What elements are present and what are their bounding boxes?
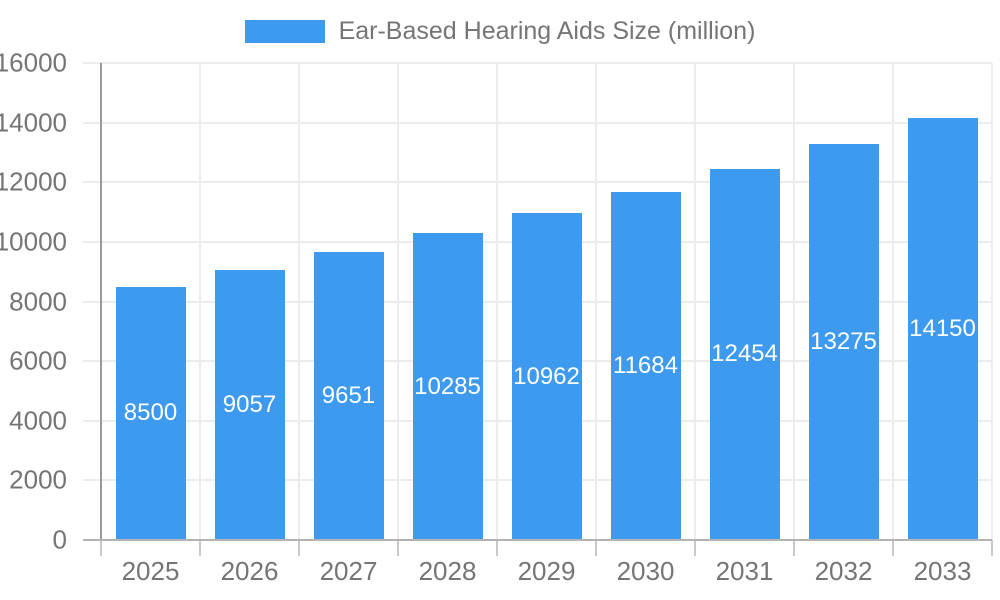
y-tick-label: 14000 — [0, 107, 67, 138]
x-axis-tick — [199, 540, 201, 556]
bar-value-label: 9651 — [321, 382, 376, 410]
y-tick-label: 0 — [52, 524, 67, 555]
x-tick-label: 2027 — [319, 556, 378, 586]
bar-value-label: 8500 — [123, 399, 178, 427]
x-gridline — [991, 63, 993, 540]
x-gridline — [199, 63, 201, 540]
y-tick-label: 8000 — [9, 286, 67, 316]
bar[interactable] — [115, 286, 186, 540]
bar[interactable] — [313, 252, 384, 540]
x-tick-label: 2033 — [913, 556, 972, 586]
legend-swatch — [244, 20, 325, 43]
y-gridline — [83, 181, 992, 184]
x-axis-tick — [496, 540, 498, 556]
y-gridline — [83, 121, 992, 124]
x-tick-label: 2025 — [121, 556, 180, 586]
y-tick-label: 6000 — [9, 345, 67, 376]
legend[interactable]: Ear-Based Hearing Aids Size (million) — [0, 17, 1000, 46]
bar-value-label: 11684 — [613, 351, 678, 379]
bar[interactable] — [214, 270, 285, 540]
x-axis-tick — [694, 540, 696, 556]
x-axis-line — [83, 539, 992, 541]
x-axis-tick — [298, 540, 300, 556]
bar-value-label: 13275 — [810, 328, 877, 356]
x-axis-tick — [595, 540, 597, 556]
x-tick-label: 2032 — [814, 556, 873, 586]
y-gridline — [83, 62, 992, 64]
bar-value-label: 12454 — [711, 340, 778, 368]
x-tick-label: 2026 — [220, 556, 279, 586]
x-axis-tick — [892, 540, 894, 556]
x-tick-label: 2030 — [616, 556, 675, 586]
x-gridline — [397, 63, 399, 540]
bar[interactable] — [610, 191, 681, 540]
x-gridline — [595, 63, 597, 540]
legend-label: Ear-Based Hearing Aids Size (million) — [338, 17, 756, 45]
y-tick-label: 16000 — [0, 47, 67, 78]
bar-value-label: 14150 — [909, 315, 976, 343]
x-gridline — [298, 63, 300, 540]
bar[interactable] — [808, 144, 879, 540]
x-gridline — [694, 63, 696, 540]
x-gridline — [892, 63, 894, 540]
bar[interactable] — [511, 213, 582, 540]
bar[interactable] — [907, 118, 978, 540]
y-tick-label: 4000 — [9, 405, 67, 436]
bar-value-label: 10962 — [513, 362, 580, 390]
bar-value-label: 10285 — [414, 372, 481, 400]
y-tick-label: 10000 — [0, 226, 67, 257]
x-tick-label: 2031 — [715, 556, 774, 586]
y-tick-label: 12000 — [0, 166, 67, 197]
y-axis-line — [100, 63, 102, 540]
x-axis-tick — [100, 540, 102, 556]
x-axis-tick — [991, 540, 993, 556]
plot-area: 0 2000 4000 6000 8000 10000 12000 14000 16000 850… — [0, 48, 993, 586]
bar-value-label: 9057 — [222, 390, 277, 418]
bar[interactable] — [412, 233, 483, 540]
x-axis-tick — [397, 540, 399, 556]
x-axis-tick — [793, 540, 795, 556]
x-tick-label: 2029 — [517, 556, 576, 586]
y-tick-label: 2000 — [9, 464, 67, 495]
bar[interactable] — [709, 168, 780, 540]
x-tick-label: 2028 — [418, 556, 477, 586]
x-gridline — [793, 63, 795, 540]
x-gridline — [496, 63, 498, 540]
